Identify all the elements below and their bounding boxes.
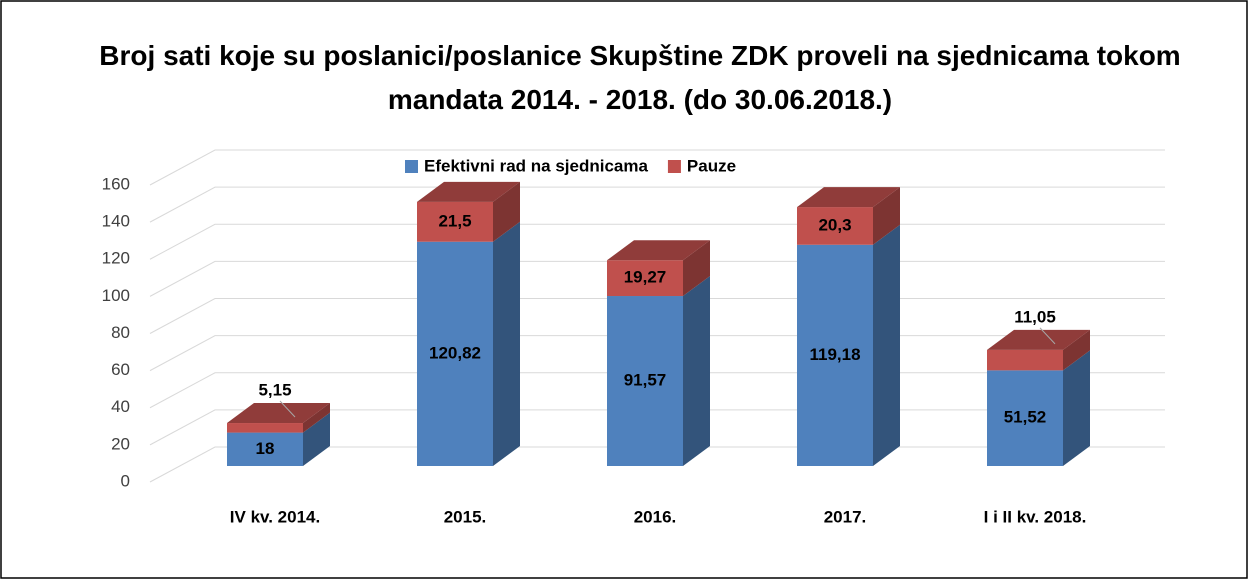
bar-top <box>227 403 330 424</box>
data-label: 21,5 <box>438 211 471 230</box>
bar <box>607 260 683 297</box>
data-label: 5,15 <box>258 381 291 400</box>
bar-side <box>683 240 710 297</box>
bar-side <box>1063 329 1090 371</box>
bar-side <box>493 181 520 242</box>
chart-title: Broj sati koje su poslanici/poslanice Sk… <box>99 40 1181 115</box>
y-tick-label: 20 <box>111 434 130 453</box>
data-label: 18 <box>256 439 275 458</box>
bar-side <box>303 403 330 433</box>
data-label: 119,18 <box>809 345 860 364</box>
x-tick-label: IV kv. 2014. <box>230 507 320 526</box>
data-label: 19,27 <box>624 268 667 287</box>
bar-top <box>797 187 900 208</box>
y-tick-label: 80 <box>111 323 130 342</box>
x-tick-label: 2016. <box>634 507 677 526</box>
data-label: 11,05 <box>1014 307 1056 326</box>
y-tick-label: 0 <box>121 471 130 490</box>
bar-side <box>1063 350 1090 466</box>
legend-label: Efektivni rad na sjednicama <box>424 156 648 175</box>
bar <box>797 244 873 466</box>
x-tick-label: I i II kv. 2018. <box>984 507 1087 526</box>
y-tick-label: 60 <box>111 360 130 379</box>
leader-line <box>279 400 296 418</box>
bar <box>227 423 303 433</box>
bar <box>417 241 493 466</box>
bar <box>797 207 873 245</box>
leader-line <box>1039 327 1056 345</box>
bar <box>417 201 493 242</box>
x-tick-label: 2017. <box>824 507 867 526</box>
data-label: 120,82 <box>429 343 481 362</box>
grid-line <box>149 149 1165 186</box>
bar-top <box>987 329 1090 350</box>
bar-side <box>303 412 330 466</box>
y-tick-label: 40 <box>111 397 130 416</box>
data-label: 91,57 <box>624 370 667 389</box>
bar-side <box>493 221 520 466</box>
data-label: 20,3 <box>818 215 851 234</box>
bar <box>987 370 1063 466</box>
data-label: 51,52 <box>1004 408 1047 427</box>
legend-label: Pauze <box>687 156 736 175</box>
bar-side <box>873 224 900 466</box>
bar <box>987 349 1063 371</box>
bar-side <box>683 276 710 466</box>
bar-side <box>873 187 900 245</box>
bar <box>227 432 303 466</box>
y-tick-label: 160 <box>102 174 130 193</box>
y-tick-label: 140 <box>102 212 130 231</box>
legend-swatch <box>405 160 418 173</box>
bar <box>607 296 683 466</box>
y-tick-label: 100 <box>102 286 130 305</box>
legend-swatch <box>667 160 681 173</box>
x-tick-label: 2015. <box>444 507 487 526</box>
bar-top <box>417 181 520 202</box>
y-tick-label: 120 <box>102 249 130 268</box>
bar-top <box>607 240 710 261</box>
